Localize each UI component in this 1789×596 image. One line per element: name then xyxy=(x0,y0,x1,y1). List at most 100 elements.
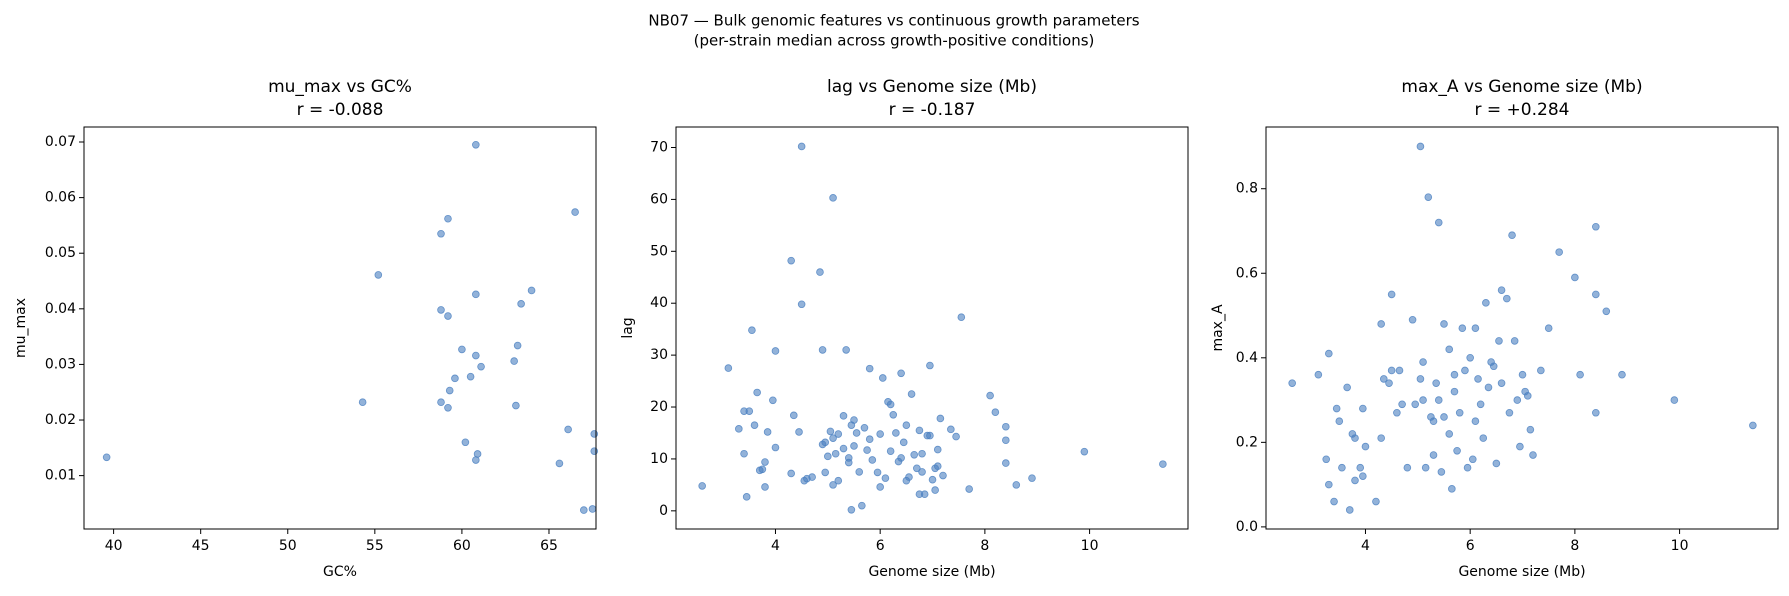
point xyxy=(580,506,588,514)
y-tick-label: 0.4 xyxy=(1236,350,1258,366)
point xyxy=(1592,290,1600,299)
point xyxy=(1419,396,1427,404)
point xyxy=(1479,434,1488,442)
point xyxy=(928,475,937,484)
point xyxy=(461,438,470,447)
point xyxy=(1411,400,1420,409)
point xyxy=(850,442,858,450)
y-tick-label: 30 xyxy=(650,347,668,363)
point xyxy=(1002,422,1010,431)
point xyxy=(1361,442,1370,451)
point xyxy=(1429,417,1438,426)
point xyxy=(763,428,772,436)
point xyxy=(824,452,832,461)
point xyxy=(920,490,929,499)
point xyxy=(931,486,939,494)
point xyxy=(1377,434,1385,442)
point xyxy=(472,140,480,149)
point xyxy=(952,432,960,441)
x-tick-label: 40 xyxy=(105,538,123,554)
point xyxy=(1529,451,1537,459)
point xyxy=(915,426,924,435)
point xyxy=(1482,299,1490,307)
y-tick-label: 20 xyxy=(650,399,668,415)
axes-frame xyxy=(1265,126,1779,530)
point xyxy=(1429,451,1438,459)
point xyxy=(761,483,769,491)
point xyxy=(1450,370,1459,379)
point xyxy=(1359,404,1367,413)
point xyxy=(1576,370,1584,379)
axes-title: mu_max vs GC% xyxy=(268,77,412,97)
point xyxy=(771,347,780,355)
point xyxy=(839,412,848,420)
point xyxy=(787,469,795,478)
x-tick-label: 10 xyxy=(1081,538,1099,554)
point xyxy=(1670,396,1679,404)
point xyxy=(555,459,564,468)
point xyxy=(1618,370,1626,379)
point xyxy=(374,271,383,279)
point xyxy=(472,351,480,360)
point xyxy=(1440,413,1448,421)
point xyxy=(437,306,445,314)
point xyxy=(590,430,599,438)
x-tick-label: 10 xyxy=(1671,538,1689,554)
point xyxy=(758,465,767,474)
point xyxy=(1555,248,1563,256)
point xyxy=(1343,383,1351,392)
point xyxy=(1471,324,1480,333)
y-tick-label: 0 xyxy=(659,503,668,519)
point xyxy=(858,501,866,510)
point xyxy=(1437,468,1446,476)
point xyxy=(1476,400,1485,409)
point xyxy=(472,456,480,464)
x-tick-label: 65 xyxy=(540,538,558,554)
point xyxy=(1434,218,1443,227)
point xyxy=(753,388,761,397)
point xyxy=(965,485,973,493)
y-tick-label: 0.2 xyxy=(1236,434,1258,450)
point xyxy=(829,194,837,202)
point xyxy=(902,421,911,429)
point xyxy=(876,483,884,491)
point xyxy=(724,364,733,372)
point xyxy=(358,398,367,407)
y-axis-label: max_A xyxy=(1210,304,1226,352)
point xyxy=(1028,474,1036,482)
point xyxy=(933,445,942,454)
point xyxy=(800,476,809,485)
point xyxy=(850,416,858,424)
y-tick-label: 40 xyxy=(650,295,668,311)
x-tick-label: 6 xyxy=(876,538,885,554)
point xyxy=(1379,375,1388,383)
axes-subtitle: r = +0.284 xyxy=(1475,100,1570,120)
point xyxy=(1537,366,1545,375)
point xyxy=(437,229,445,238)
point xyxy=(797,300,806,309)
point xyxy=(1749,421,1757,430)
point xyxy=(588,505,597,513)
point xyxy=(1453,446,1461,455)
point xyxy=(742,493,751,501)
point xyxy=(1592,408,1600,417)
point xyxy=(1571,273,1579,282)
point xyxy=(527,286,536,295)
point xyxy=(855,468,864,476)
point xyxy=(437,398,445,407)
point xyxy=(1445,430,1454,438)
x-axis-label: Genome size (Mb) xyxy=(868,564,995,580)
point xyxy=(1495,337,1503,345)
point xyxy=(1159,460,1167,468)
point xyxy=(1434,396,1443,404)
point xyxy=(1513,396,1522,404)
point xyxy=(1450,387,1459,396)
point xyxy=(907,390,916,398)
point xyxy=(1403,463,1412,472)
figure-subtitle: (per-strain median across growth-positiv… xyxy=(694,32,1095,50)
point xyxy=(1458,324,1467,333)
point xyxy=(892,429,900,437)
point xyxy=(1484,383,1493,392)
point xyxy=(1448,485,1456,493)
